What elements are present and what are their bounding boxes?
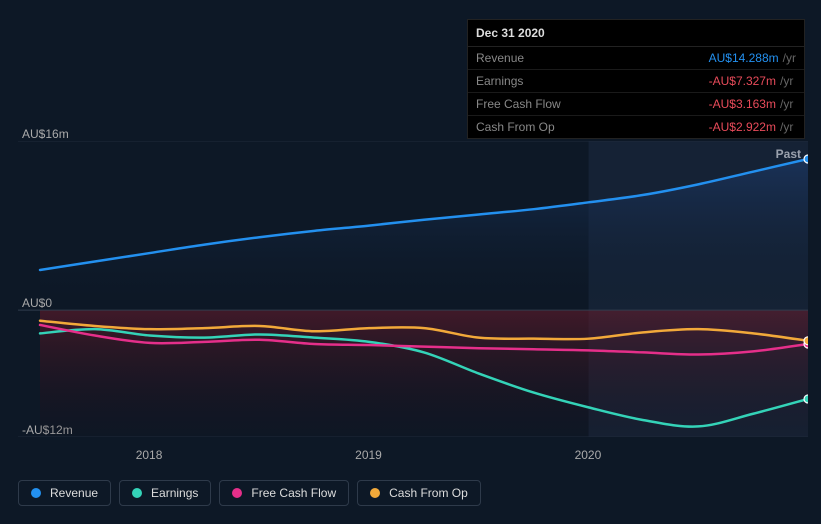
tooltip-row-label: Earnings (468, 70, 701, 93)
legend-item-earnings[interactable]: Earnings (119, 480, 211, 506)
tooltip-row-value: -AU$7.327m (709, 74, 776, 88)
chart-legend: Revenue Earnings Free Cash Flow Cash Fro… (18, 480, 481, 506)
legend-swatch-icon (31, 488, 41, 498)
tooltip-row-label: Revenue (468, 47, 701, 70)
tooltip-row: Earnings -AU$7.327m/yr (468, 70, 804, 93)
tooltip-row-value: AU$14.288m (709, 51, 779, 65)
chart-tooltip: Dec 31 2020 Revenue AU$14.288m/yr Earnin… (467, 19, 805, 139)
x-axis-label: 2020 (575, 448, 602, 462)
tooltip-row-unit: /yr (779, 51, 796, 65)
legend-swatch-icon (232, 488, 242, 498)
tooltip-row-unit: /yr (776, 120, 793, 134)
legend-item-fcf[interactable]: Free Cash Flow (219, 480, 349, 506)
legend-item-label: Earnings (151, 486, 198, 500)
legend-item-label: Cash From Op (389, 486, 468, 500)
tooltip-row: Free Cash Flow -AU$3.163m/yr (468, 93, 804, 116)
tooltip-row-unit: /yr (776, 74, 793, 88)
legend-item-label: Revenue (50, 486, 98, 500)
tooltip-row-value: -AU$2.922m (709, 120, 776, 134)
legend-item-revenue[interactable]: Revenue (18, 480, 111, 506)
legend-item-label: Free Cash Flow (251, 486, 336, 500)
tooltip-row-label: Free Cash Flow (468, 93, 701, 116)
tooltip-table: Revenue AU$14.288m/yr Earnings -AU$7.327… (468, 47, 804, 138)
legend-item-cfo[interactable]: Cash From Op (357, 480, 481, 506)
tooltip-row-label: Cash From Op (468, 116, 701, 139)
tooltip-row-value: -AU$3.163m (709, 97, 776, 111)
x-axis-label: 2018 (136, 448, 163, 462)
legend-swatch-icon (132, 488, 142, 498)
legend-swatch-icon (370, 488, 380, 498)
tooltip-row-unit: /yr (776, 97, 793, 111)
tooltip-row: Revenue AU$14.288m/yr (468, 47, 804, 70)
x-axis-label: 2019 (355, 448, 382, 462)
financials-line-chart (18, 141, 808, 437)
y-axis-label: AU$16m (22, 127, 69, 141)
tooltip-row: Cash From Op -AU$2.922m/yr (468, 116, 804, 139)
tooltip-date: Dec 31 2020 (468, 20, 804, 47)
